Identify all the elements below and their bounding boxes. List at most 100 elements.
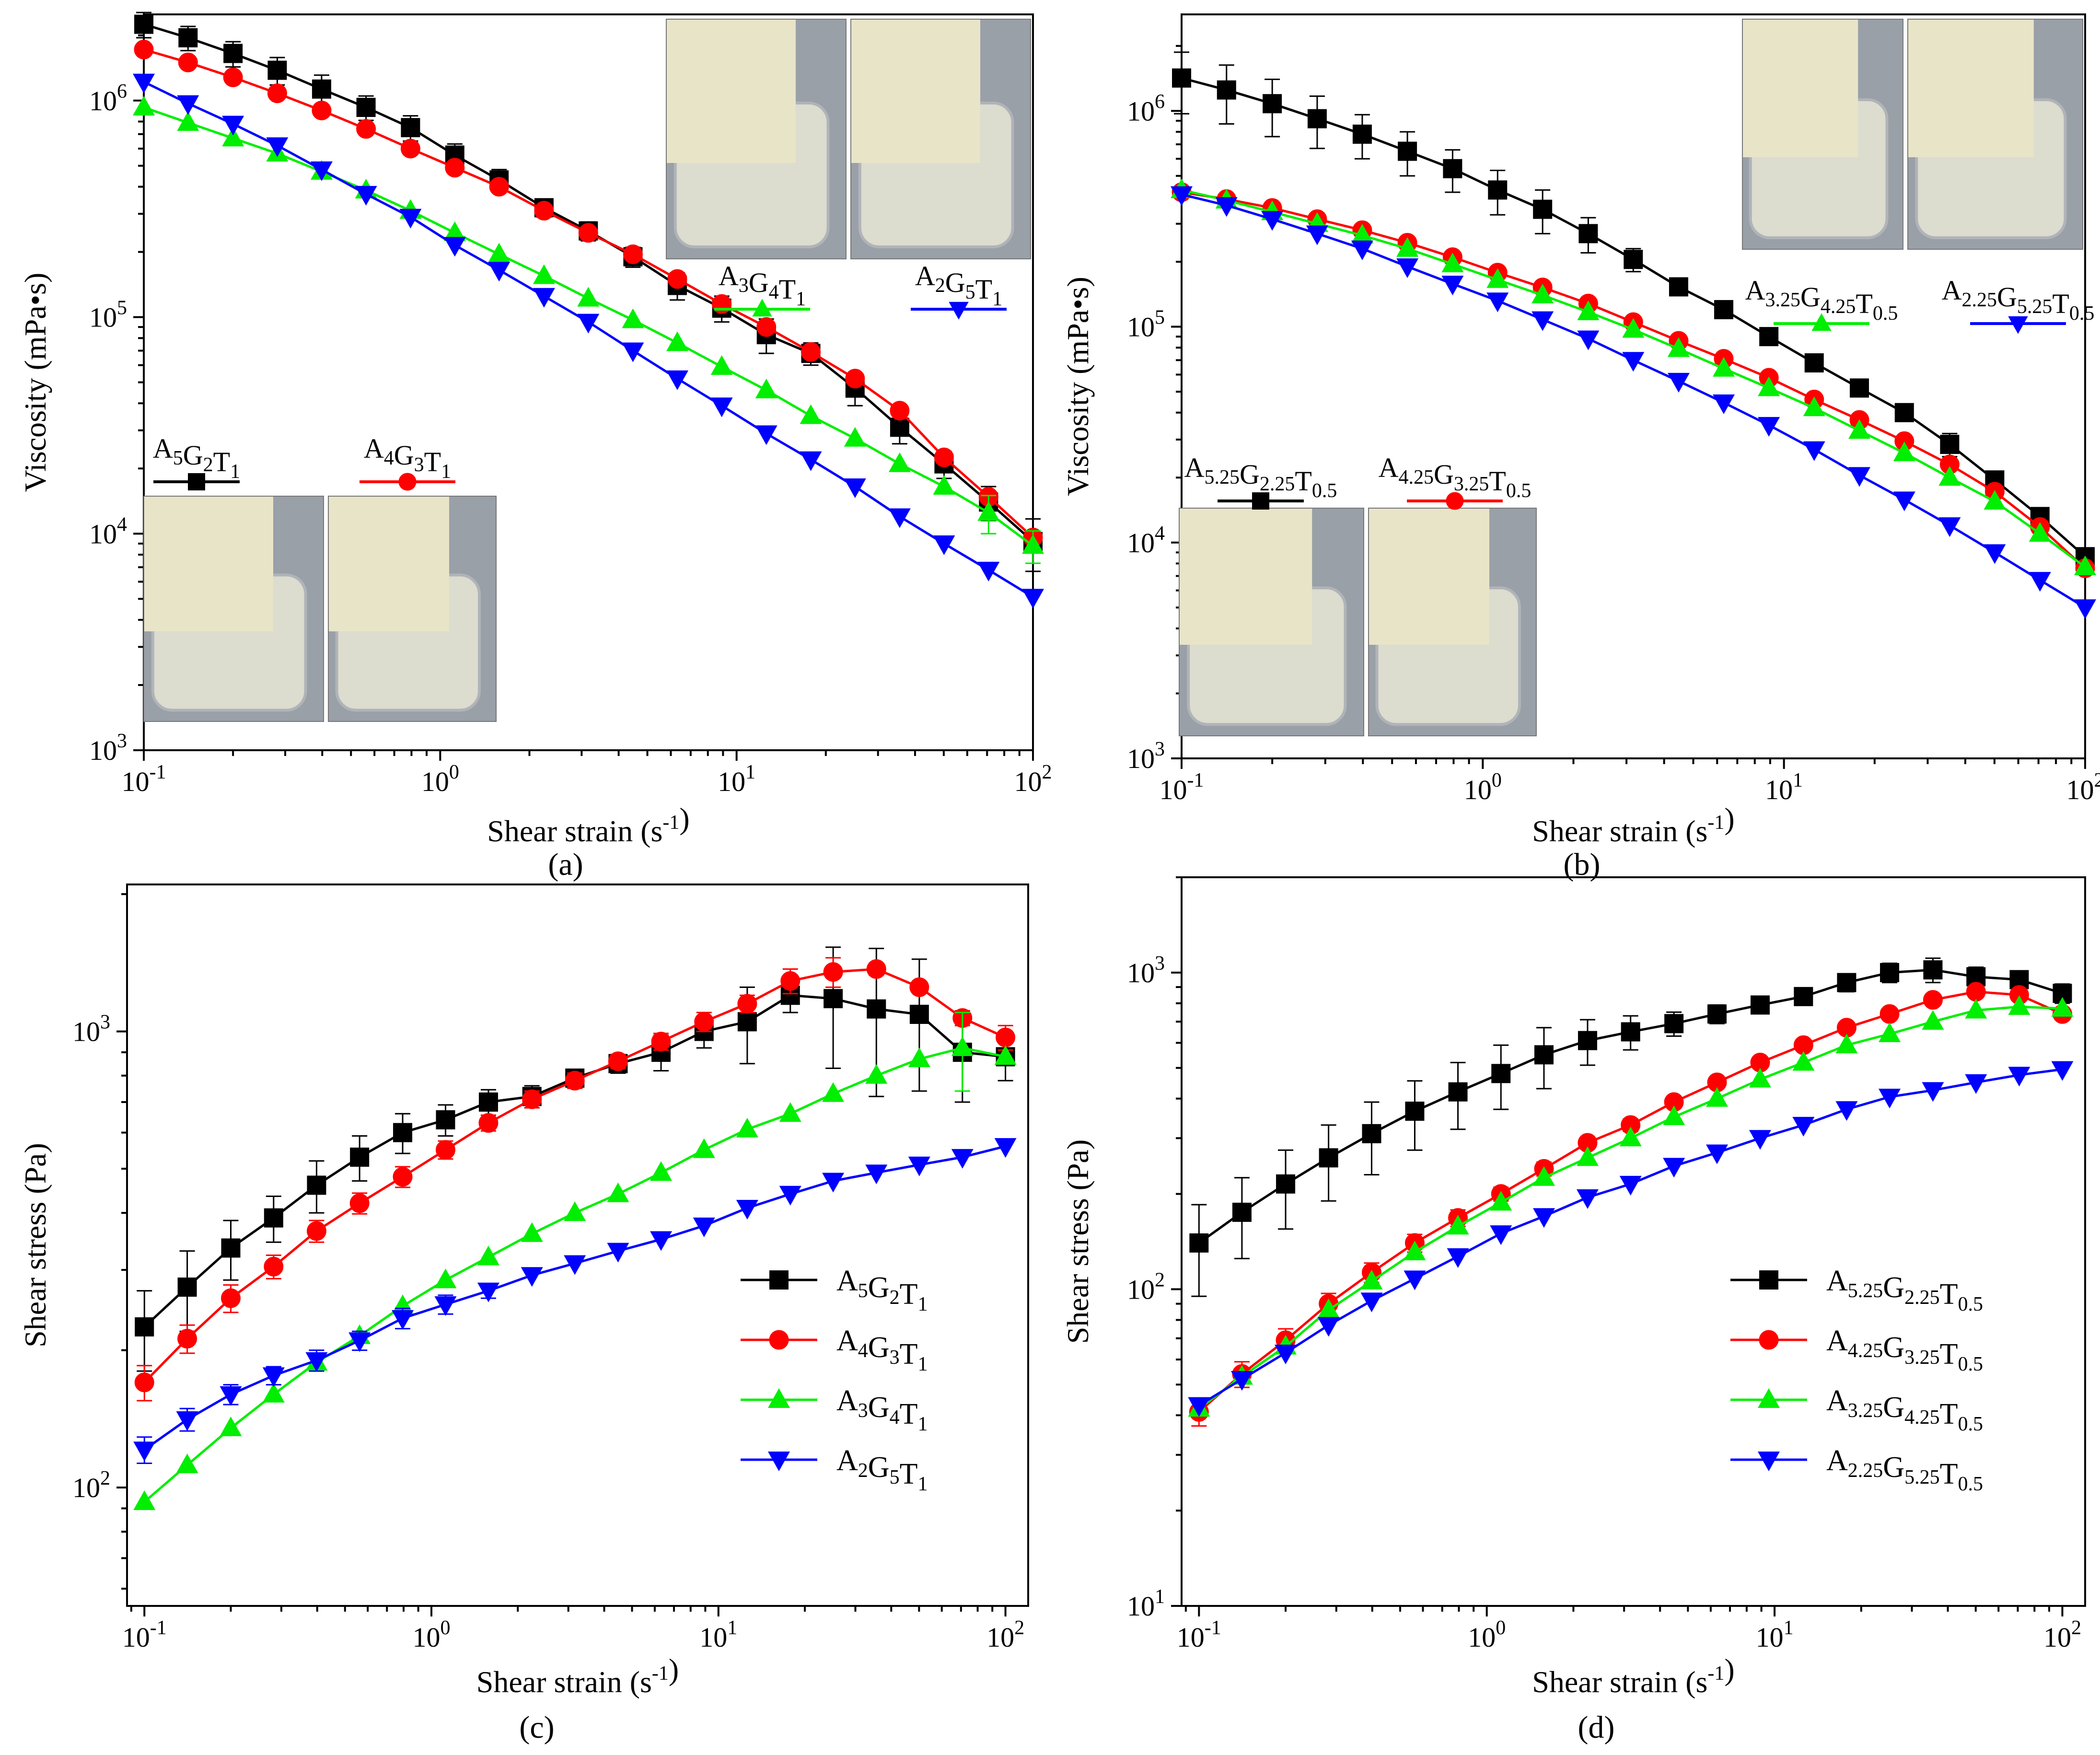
- data-point: [737, 1012, 757, 1032]
- x-tick-label: 102: [2066, 769, 2100, 805]
- data-point: [401, 118, 420, 138]
- data-point: [312, 79, 331, 99]
- series-A4G3T1: [134, 957, 1016, 1402]
- zoom-inset: [328, 496, 449, 631]
- inset-legend-label: A2.25G5.25T0.5: [1942, 275, 2095, 325]
- data-point: [1664, 1014, 1684, 1034]
- data-point: [392, 1310, 414, 1330]
- series-A3G4T1: [133, 96, 1044, 564]
- photo-frame: [1179, 508, 1364, 736]
- data-point: [489, 177, 509, 197]
- data-point: [176, 1453, 198, 1474]
- data-point: [1622, 352, 1645, 372]
- series-A3G4T1: [133, 1011, 1017, 1510]
- data-point: [888, 508, 911, 528]
- data-point: [1448, 1082, 1468, 1102]
- photo-a-A5G2T1: [143, 496, 324, 722]
- y-tick-label: 101: [1127, 1586, 1165, 1622]
- inset-legend-A4.25G3.25T0.5: A4.25G3.25T0.5: [1379, 452, 1531, 510]
- data-point: [1576, 1146, 1599, 1166]
- data-point: [267, 60, 287, 80]
- legend-marker: [1759, 1270, 1778, 1290]
- data-point: [1491, 1064, 1511, 1083]
- series-A2.25G5.25T0.5: [1188, 1061, 2074, 1417]
- data-point: [1619, 1127, 1642, 1147]
- data-point: [1667, 337, 1690, 357]
- x-tick-label: 100: [1464, 769, 1502, 805]
- inset-legend-A5G2T1: A5G2T1: [153, 433, 240, 490]
- data-point: [177, 95, 199, 115]
- series-A5G2T1: [135, 946, 1015, 1372]
- data-point: [1532, 1166, 1555, 1186]
- photo-a-A3G4T1: [666, 19, 847, 259]
- y-tick-label: 103: [1127, 738, 1165, 774]
- data-point: [865, 1064, 888, 1084]
- series-A2G5T1: [133, 73, 1044, 609]
- legend-label: A3.25G4.25T0.5: [1826, 1384, 1983, 1435]
- photo-frame: [850, 19, 1031, 259]
- data-point: [755, 425, 777, 445]
- legend-label: A3G4T1: [836, 1384, 928, 1435]
- data-point: [222, 127, 244, 147]
- x-tick-label: 100: [413, 1617, 451, 1653]
- y-tick-label: 106: [1127, 91, 1165, 127]
- data-point: [1667, 372, 1690, 393]
- data-point: [1938, 517, 1961, 537]
- data-point: [400, 139, 420, 159]
- data-point: [1835, 1034, 1858, 1054]
- legend-marker: [1759, 1330, 1779, 1350]
- data-point: [951, 1036, 974, 1057]
- series-A4.25G3.25T0.5: [1189, 982, 2072, 1427]
- legend-marker: [769, 1330, 789, 1350]
- data-point: [1984, 490, 2006, 510]
- x-tick-label: 102: [1014, 761, 1052, 797]
- data-point: [1669, 277, 1688, 297]
- panel-c: 10-1 100 101 102 102 103 Shear strain (s-1) She…: [18, 883, 1029, 1745]
- data-point: [1792, 1051, 1815, 1071]
- data-point: [2029, 572, 2051, 592]
- data-point: [133, 1441, 156, 1462]
- x-tick-label: 10-1: [122, 1617, 167, 1653]
- inset-legend-marker: [188, 473, 205, 490]
- data-point: [222, 116, 244, 136]
- data-point: [908, 1047, 930, 1068]
- y-tick-label: 104: [1127, 523, 1165, 558]
- panel-label: (d): [1578, 1710, 1615, 1745]
- data-point: [356, 98, 376, 117]
- y-tick-label: 104: [89, 513, 127, 549]
- data-point: [307, 1175, 326, 1195]
- data-point: [1486, 268, 1509, 288]
- y-tick-label: 103: [72, 1011, 110, 1047]
- data-point: [393, 1123, 413, 1142]
- data-point: [822, 1173, 845, 1193]
- data-point: [666, 331, 689, 351]
- legend-label: A5G2T1: [836, 1265, 928, 1315]
- data-point: [1577, 300, 1600, 320]
- data-point: [1441, 276, 1464, 296]
- x-tick-label: 102: [2043, 1617, 2081, 1653]
- data-point: [1713, 357, 1735, 377]
- data-point: [1486, 292, 1509, 313]
- data-point: [779, 1185, 801, 1206]
- y-tick-label: 102: [72, 1467, 110, 1503]
- data-point: [133, 73, 155, 93]
- data-point: [1488, 180, 1508, 200]
- data-point: [977, 561, 1000, 581]
- legend-marker: [769, 1270, 789, 1290]
- inset-legend-marker: [752, 299, 772, 317]
- data-point: [310, 161, 333, 181]
- data-point: [1803, 396, 1825, 417]
- inset-legend-marker: [949, 302, 969, 320]
- x-tick-label: 101: [718, 761, 755, 797]
- y-tick-label: 105: [89, 297, 127, 333]
- panel-b: 10-1 100 101 102 103 104 105 106 Shear strain (s…: [1061, 13, 2100, 882]
- data-point: [178, 28, 198, 47]
- zoom-inset: [666, 19, 796, 163]
- panel-d: 10-1 100 101 102 101 102 103 Shear strain (s-1)…: [1061, 876, 2086, 1745]
- data-point: [1531, 311, 1554, 331]
- data-point: [736, 1117, 758, 1138]
- legend-label: A5.25G2.25T0.5: [1826, 1265, 1983, 1315]
- data-point: [622, 342, 644, 362]
- data-point: [577, 287, 600, 307]
- data-point: [2074, 599, 2096, 619]
